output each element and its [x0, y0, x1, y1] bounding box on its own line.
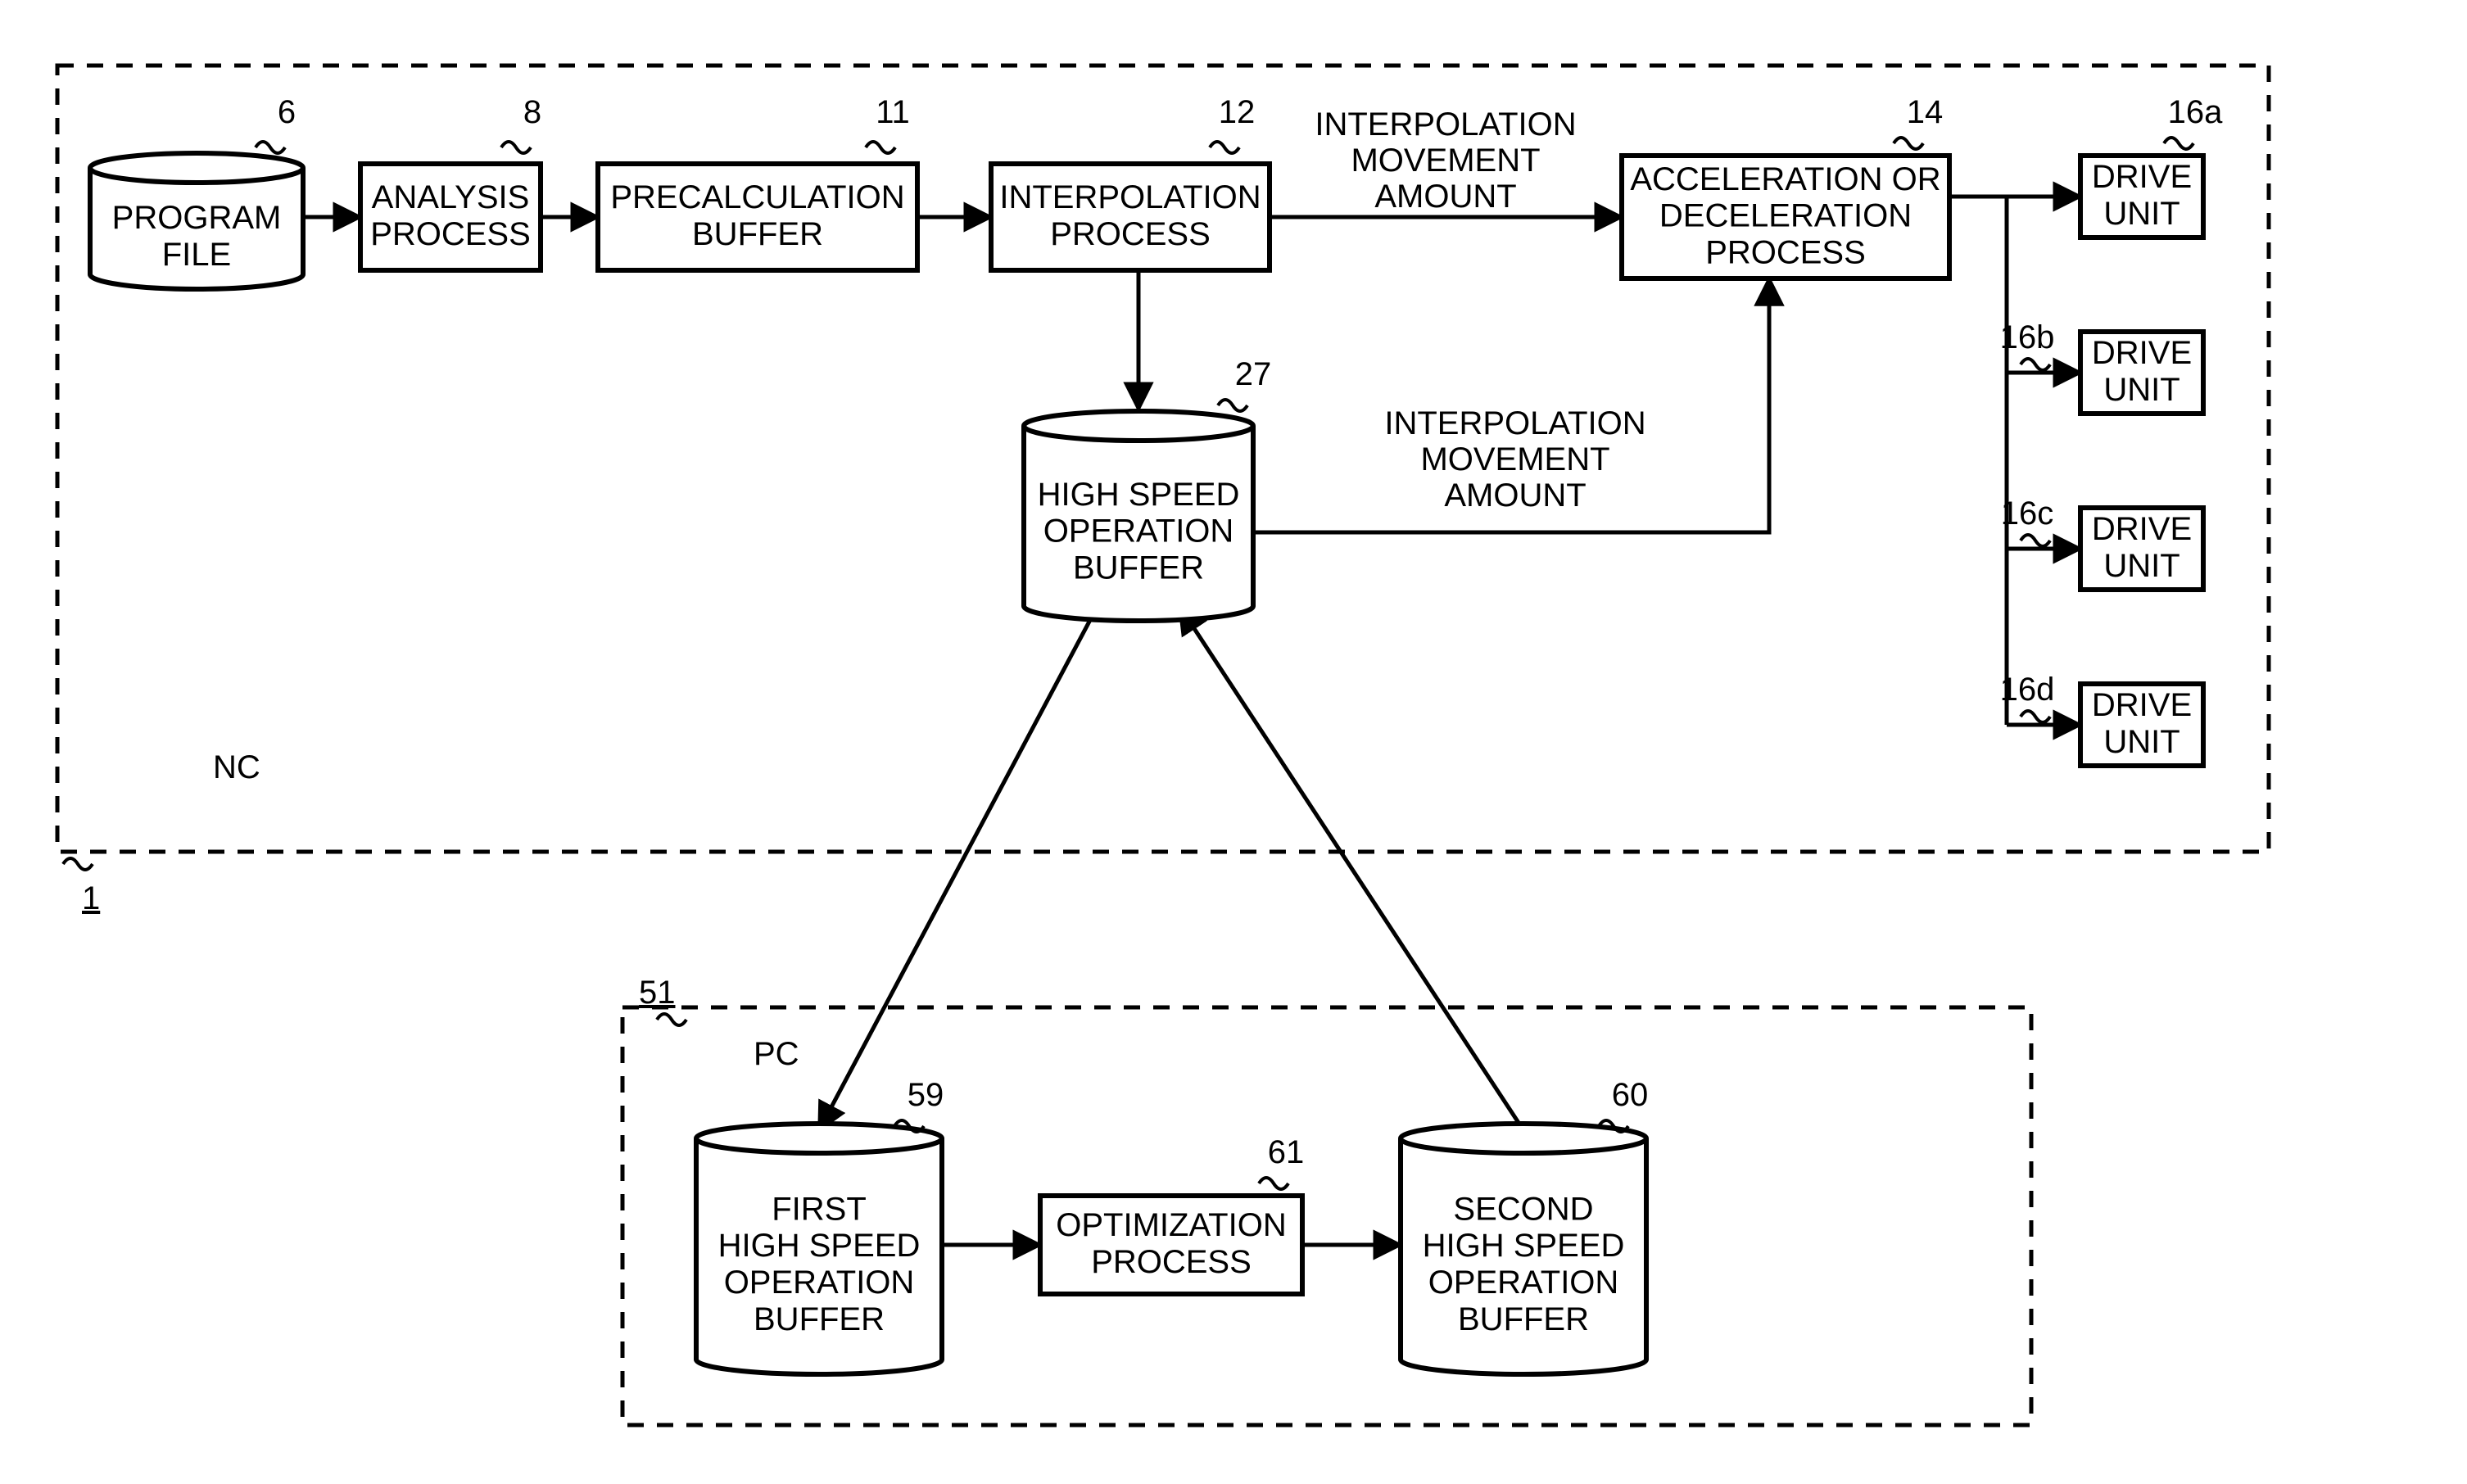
nc-ref: 1 [82, 880, 100, 916]
drive_b-ref: 16b [2000, 319, 2055, 355]
drive_d-ref: 16d [2000, 672, 2055, 708]
drive_c-ref: 16c [2001, 495, 2054, 532]
optim-ref: 61 [1268, 1134, 1305, 1170]
program_file-ref: 6 [278, 94, 296, 130]
pc-label: PC [754, 1036, 799, 1072]
analysis-ref: 8 [523, 94, 541, 130]
first_hsob-ref: 59 [908, 1077, 944, 1113]
interp-ref: 12 [1219, 94, 1256, 130]
svg-text:DRIVEUNIT: DRIVEUNIT [2092, 511, 2192, 584]
svg-text:DRIVEUNIT: DRIVEUNIT [2092, 687, 2192, 760]
pc-ref: 51 [639, 975, 676, 1011]
drive_a-ref: 16a [2168, 94, 2223, 130]
precalc-ref: 11 [876, 94, 910, 130]
svg-text:ANALYSISPROCESS: ANALYSISPROCESS [370, 179, 531, 252]
second_hsob-ref: 60 [1612, 1077, 1649, 1113]
free-label-0: INTERPOLATIONMOVEMENTAMOUNT [1315, 106, 1576, 215]
hsob-ref: 27 [1235, 356, 1272, 392]
svg-text:DRIVEUNIT: DRIVEUNIT [2092, 159, 2192, 232]
accel-ref: 14 [1907, 94, 1944, 130]
nc-label: NC [213, 749, 260, 785]
free-label-1: INTERPOLATIONMOVEMENTAMOUNT [1384, 405, 1645, 514]
svg-text:DRIVEUNIT: DRIVEUNIT [2092, 335, 2192, 408]
